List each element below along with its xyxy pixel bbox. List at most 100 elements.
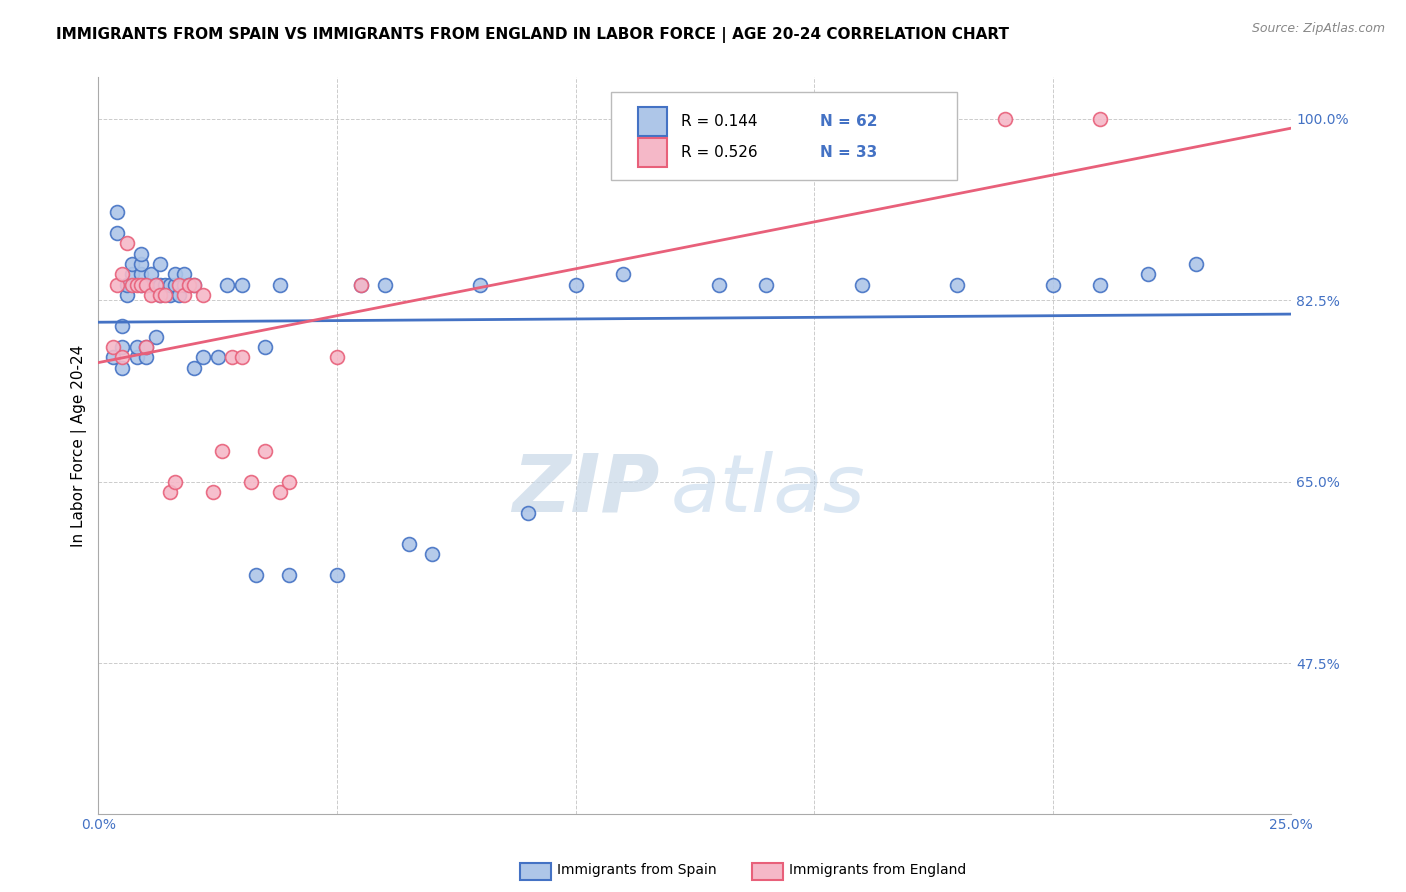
Point — [240, 475, 263, 489]
Point — [125, 351, 148, 365]
Point — [129, 257, 152, 271]
Point — [149, 288, 172, 302]
Point — [135, 277, 157, 292]
Point — [231, 351, 253, 365]
Point — [211, 443, 233, 458]
Point — [125, 277, 148, 292]
Point — [254, 340, 277, 354]
Point — [129, 277, 152, 292]
Point — [173, 268, 195, 282]
Point — [163, 268, 186, 282]
Point — [159, 485, 181, 500]
Point — [994, 112, 1017, 126]
Point — [269, 277, 291, 292]
Point — [111, 268, 134, 282]
Point — [149, 277, 172, 292]
Text: Immigrants from England: Immigrants from England — [789, 863, 966, 877]
FancyBboxPatch shape — [637, 107, 668, 136]
Point — [398, 537, 420, 551]
Text: N = 33: N = 33 — [820, 145, 877, 160]
Point — [145, 277, 167, 292]
Point — [183, 277, 205, 292]
Point — [115, 288, 138, 302]
Point — [707, 277, 730, 292]
Point — [149, 257, 172, 271]
Point — [278, 568, 301, 582]
Point — [125, 340, 148, 354]
Point — [153, 288, 176, 302]
Point — [350, 277, 373, 292]
Point — [217, 277, 239, 292]
Point — [183, 360, 205, 375]
Point — [115, 236, 138, 251]
Point — [1185, 257, 1208, 271]
Point — [135, 277, 157, 292]
Point — [1090, 277, 1112, 292]
Point — [111, 360, 134, 375]
Point — [183, 277, 205, 292]
Point — [163, 475, 186, 489]
Point — [145, 277, 167, 292]
Point — [129, 268, 152, 282]
Point — [851, 277, 873, 292]
Point — [193, 351, 215, 365]
Point — [101, 340, 124, 354]
Point — [177, 277, 200, 292]
Point — [129, 277, 152, 292]
Point — [755, 277, 778, 292]
Point — [145, 329, 167, 343]
Point — [1042, 277, 1064, 292]
Point — [121, 268, 143, 282]
Text: Immigrants from Spain: Immigrants from Spain — [557, 863, 717, 877]
Point — [111, 319, 134, 334]
Point — [135, 351, 157, 365]
Point — [139, 268, 162, 282]
Point — [107, 226, 129, 240]
Point — [139, 277, 162, 292]
Point — [139, 288, 162, 302]
Point — [254, 443, 277, 458]
Text: Source: ZipAtlas.com: Source: ZipAtlas.com — [1251, 22, 1385, 36]
Point — [149, 288, 172, 302]
Point — [121, 277, 143, 292]
Point — [169, 277, 191, 292]
Point — [173, 277, 195, 292]
Text: atlas: atlas — [671, 450, 866, 529]
Point — [177, 277, 200, 292]
Point — [350, 277, 373, 292]
Point — [326, 351, 349, 365]
Point — [269, 485, 291, 500]
Point — [468, 277, 491, 292]
Point — [135, 340, 157, 354]
Point — [169, 288, 191, 302]
Point — [278, 475, 301, 489]
Point — [111, 340, 134, 354]
Text: R = 0.526: R = 0.526 — [681, 145, 758, 160]
Text: ZIP: ZIP — [512, 450, 659, 529]
Point — [159, 277, 181, 292]
Text: N = 62: N = 62 — [820, 114, 877, 129]
Point — [115, 277, 138, 292]
Point — [159, 288, 181, 302]
Point — [1137, 268, 1160, 282]
FancyBboxPatch shape — [637, 137, 668, 167]
Point — [374, 277, 396, 292]
Point — [111, 351, 134, 365]
Point — [221, 351, 243, 365]
Point — [326, 568, 349, 582]
Point — [612, 268, 634, 282]
Point — [121, 257, 143, 271]
Point — [173, 288, 195, 302]
Point — [101, 351, 124, 365]
Point — [422, 547, 444, 561]
Point — [107, 277, 129, 292]
Point — [201, 485, 224, 500]
Point — [193, 288, 215, 302]
Point — [245, 568, 267, 582]
Point — [107, 205, 129, 219]
Point — [946, 277, 969, 292]
Point — [153, 277, 176, 292]
Point — [163, 277, 186, 292]
Point — [207, 351, 229, 365]
Text: IMMIGRANTS FROM SPAIN VS IMMIGRANTS FROM ENGLAND IN LABOR FORCE | AGE 20-24 CORR: IMMIGRANTS FROM SPAIN VS IMMIGRANTS FROM… — [56, 27, 1010, 43]
